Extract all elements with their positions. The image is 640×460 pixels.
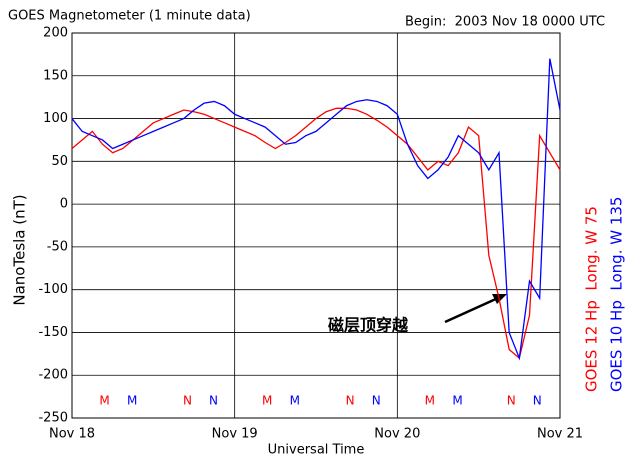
- chart-title: GOES Magnetometer (1 minute data): [8, 9, 251, 24]
- local-time-marker: N: [372, 393, 381, 407]
- annotation-arrow: [444, 296, 499, 324]
- y-tick-label: -150: [38, 325, 68, 340]
- local-time-marker: M: [262, 393, 272, 407]
- x-tick-label: Nov 21: [537, 427, 583, 442]
- y-tick-label: -100: [38, 282, 68, 297]
- y-tick-label: -50: [47, 239, 68, 254]
- local-time-marker: N: [209, 393, 218, 407]
- local-time-marker: M: [452, 393, 462, 407]
- local-time-marker: M: [425, 393, 435, 407]
- local-time-marker: N: [533, 393, 542, 407]
- local-time-marker: N: [346, 393, 355, 407]
- x-tick-label: Nov 20: [374, 427, 420, 442]
- legend-label: GOES 10 Hp Long. W 135: [608, 197, 626, 392]
- chart-subtitle: Begin: 2003 Nov 18 0000 UTC: [405, 15, 605, 30]
- x-tick-label: Nov 18: [49, 427, 95, 442]
- local-time-marker: N: [507, 393, 516, 407]
- local-time-marker: M: [99, 393, 109, 407]
- y-tick-label: 0: [60, 197, 68, 212]
- y-tick-label: 150: [43, 68, 68, 83]
- y-tick-label: 50: [51, 154, 68, 169]
- y-tick-label: 100: [43, 111, 68, 126]
- series-line: [71, 58, 561, 361]
- y-tick-label: -200: [38, 368, 68, 383]
- y-tick-label: -250: [38, 411, 68, 426]
- local-time-marker: M: [127, 393, 137, 407]
- legend-label: GOES 12 Hp Long. W 75: [583, 206, 601, 392]
- local-time-marker: N: [183, 393, 192, 407]
- local-time-marker: M: [290, 393, 300, 407]
- annotation: 磁层顶穿越: [328, 316, 409, 335]
- series-line: [71, 107, 561, 360]
- y-axis-label: NanoTesla (nT): [11, 194, 29, 305]
- x-axis-label: Universal Time: [268, 443, 365, 458]
- x-tick-label: Nov 19: [212, 427, 258, 442]
- y-tick-label: 200: [43, 26, 68, 41]
